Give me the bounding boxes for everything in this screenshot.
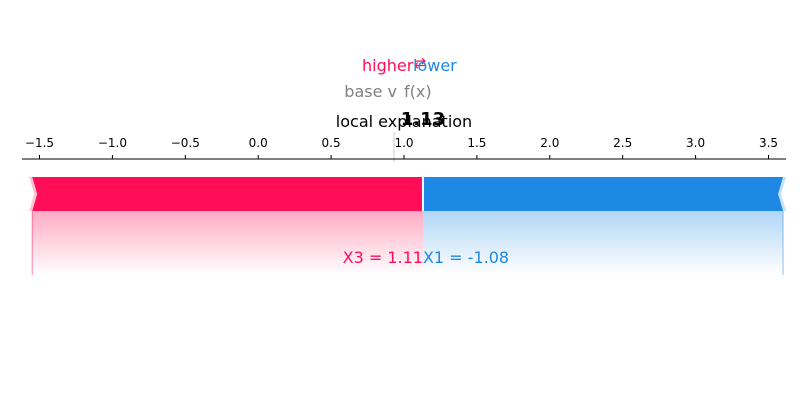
feature-label-x1: X1 = -1.08 bbox=[423, 248, 509, 267]
x-tick-label: 3.0 bbox=[686, 136, 705, 150]
x-tick-label: 1.0 bbox=[394, 136, 413, 150]
effect-bar-higher bbox=[32, 177, 423, 211]
effect-bar-cap bbox=[778, 177, 787, 211]
fx-label: f(x) bbox=[404, 82, 432, 101]
legend-lower-label: lower bbox=[413, 56, 457, 75]
x-tick-label: 3.5 bbox=[759, 136, 778, 150]
chart-title: local explanation bbox=[336, 112, 472, 131]
effect-bar-lower bbox=[422, 177, 784, 211]
x-tick-label: −0.5 bbox=[171, 136, 200, 150]
effect-gradients bbox=[31, 211, 784, 275]
x-tick-label: 2.5 bbox=[613, 136, 632, 150]
x-axis: −1.5 −1.0 −0.5 0.0 0.5 1.0 1.5 2.0 2.5 3.0 3.5 bbox=[22, 136, 786, 160]
x-tick-label: −1.5 bbox=[25, 136, 54, 150]
fx-value-label: 1.13 bbox=[401, 109, 445, 130]
effect-bars bbox=[29, 177, 787, 211]
legend-arrow-icon: ⇄ bbox=[414, 54, 427, 72]
effect-gradient-lower bbox=[422, 211, 784, 275]
x-tick-label: 0.0 bbox=[249, 136, 268, 150]
x-tick-label: 0.5 bbox=[322, 136, 341, 150]
feature-label-x3: X3 = 1.11 bbox=[343, 248, 423, 267]
effect-gradient-higher bbox=[32, 211, 423, 275]
effect-bar-cap bbox=[29, 177, 38, 211]
x-tick-label: 1.5 bbox=[467, 136, 486, 150]
x-tick-label: 2.0 bbox=[540, 136, 559, 150]
legend-higher-label: higher bbox=[362, 56, 414, 75]
x-tick-label: −1.0 bbox=[98, 136, 127, 150]
base-value-label: base v bbox=[344, 82, 397, 101]
